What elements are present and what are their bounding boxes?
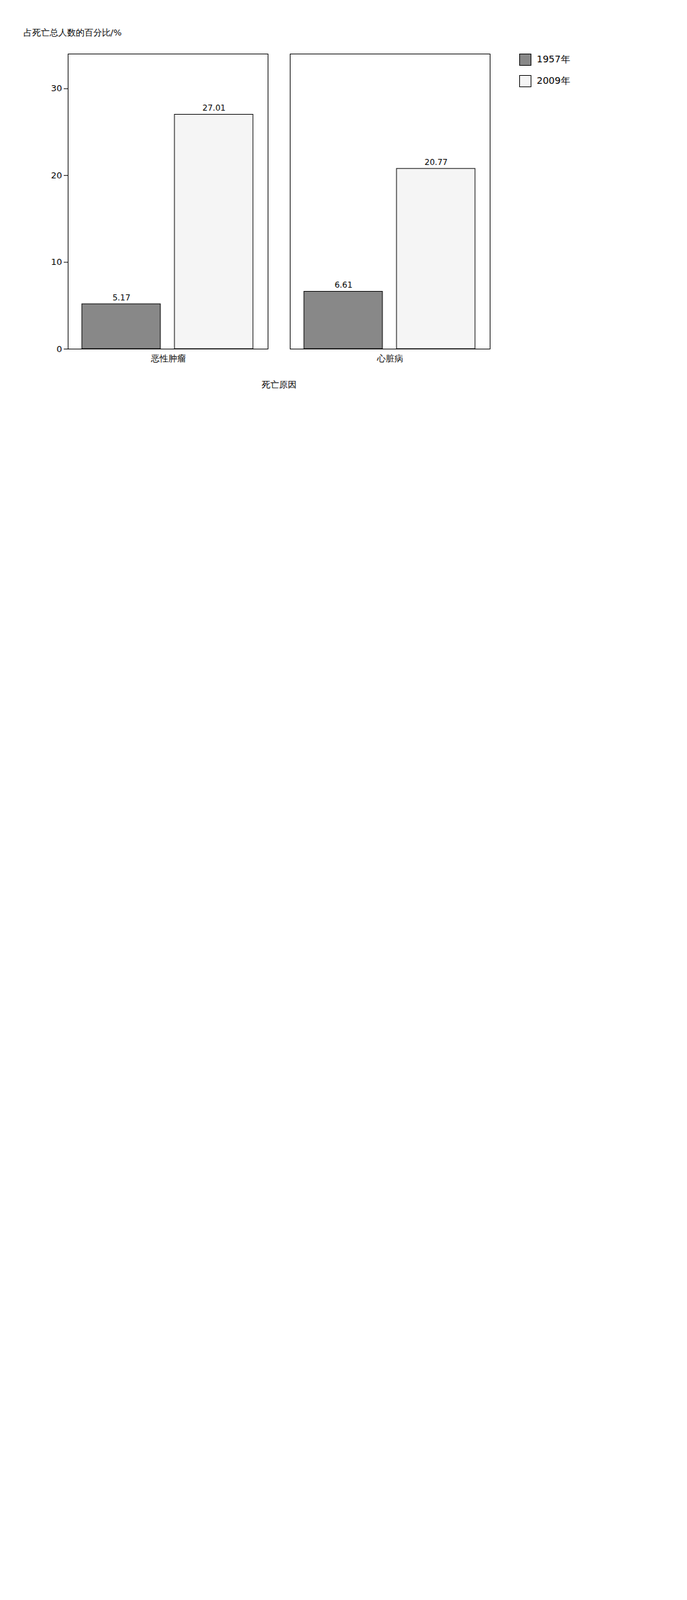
svg-text:死亡原因: 死亡原因 [261, 379, 297, 390]
svg-text:占死亡总人数的百分比/%: 占死亡总人数的百分比/% [23, 27, 123, 38]
svg-text:恶性肿瘤: 恶性肿瘤 [150, 353, 186, 364]
svg-text:20: 20 [50, 170, 63, 181]
html-text:2009年: 2009年 [536, 75, 570, 86]
svg-text:6.61: 6.61 [334, 280, 353, 290]
svg-text:27.01: 27.01 [202, 103, 226, 113]
svg-text:0: 0 [56, 344, 62, 355]
svg-text:20.77: 20.77 [424, 157, 448, 168]
svg-text:5.17: 5.17 [112, 293, 131, 303]
svg-text:30: 30 [50, 83, 63, 94]
svg-text:10: 10 [50, 256, 63, 268]
html-text:1957年: 1957年 [536, 53, 570, 65]
svg-text:心脏病: 心脏病 [376, 353, 404, 364]
